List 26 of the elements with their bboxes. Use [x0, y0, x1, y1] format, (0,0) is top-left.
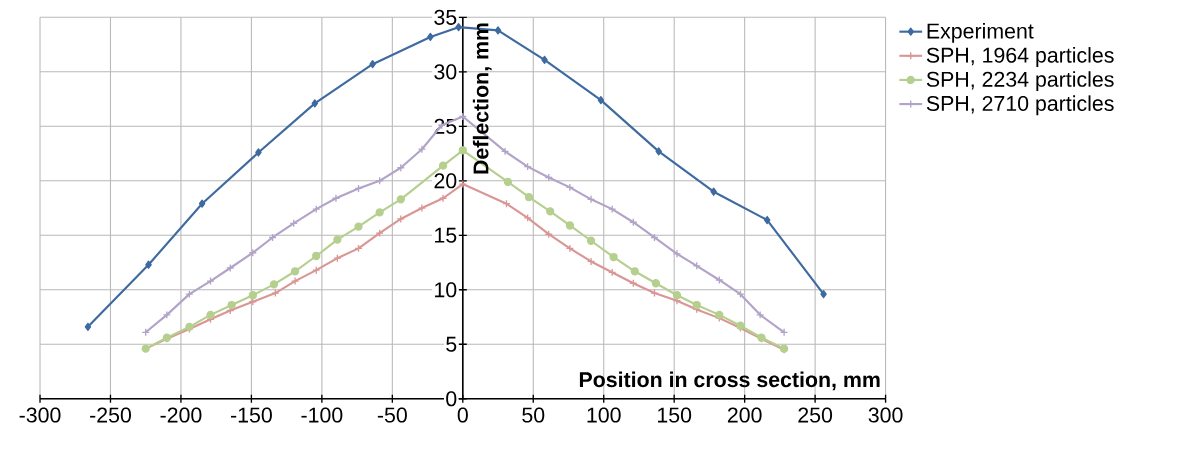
legend-label: SPH, 1964 particles — [926, 46, 1114, 67]
legend-label: SPH, 2710 particles — [926, 95, 1114, 116]
y-axis-title: Deflection, mm — [472, 23, 492, 174]
y-tick-label: 15 — [435, 227, 457, 243]
x-tick-label: -150 — [230, 407, 272, 423]
x-tick-label: -50 — [377, 407, 407, 423]
x-tick-label: -250 — [90, 407, 131, 423]
y-tick-label: 10 — [435, 282, 457, 298]
legend-label: Experiment — [927, 22, 1034, 43]
x-tick-label: -200 — [160, 407, 202, 423]
x-tick-label: 0 — [457, 407, 468, 423]
x-tick-label: -300 — [19, 407, 61, 423]
x-tick-label: 50 — [522, 407, 545, 423]
y-tick-label: 35 — [434, 9, 457, 25]
x-tick-label: 150 — [658, 407, 692, 423]
y-tick-label: 30 — [434, 64, 457, 80]
x-tick-label: 200 — [727, 407, 762, 423]
x-tick-label: -100 — [301, 407, 343, 423]
x-tick-label: 300 — [868, 407, 903, 423]
y-tick-label: 20 — [434, 173, 457, 189]
x-tick-label: 100 — [587, 407, 621, 423]
x-tick-label: 250 — [798, 407, 833, 423]
legend-label: SPH, 2234 particles — [926, 70, 1114, 91]
y-tick-label: 0 — [446, 391, 457, 407]
y-tick-label: 5 — [446, 336, 457, 352]
x-axis-title: Position in cross section, mm — [579, 371, 880, 391]
